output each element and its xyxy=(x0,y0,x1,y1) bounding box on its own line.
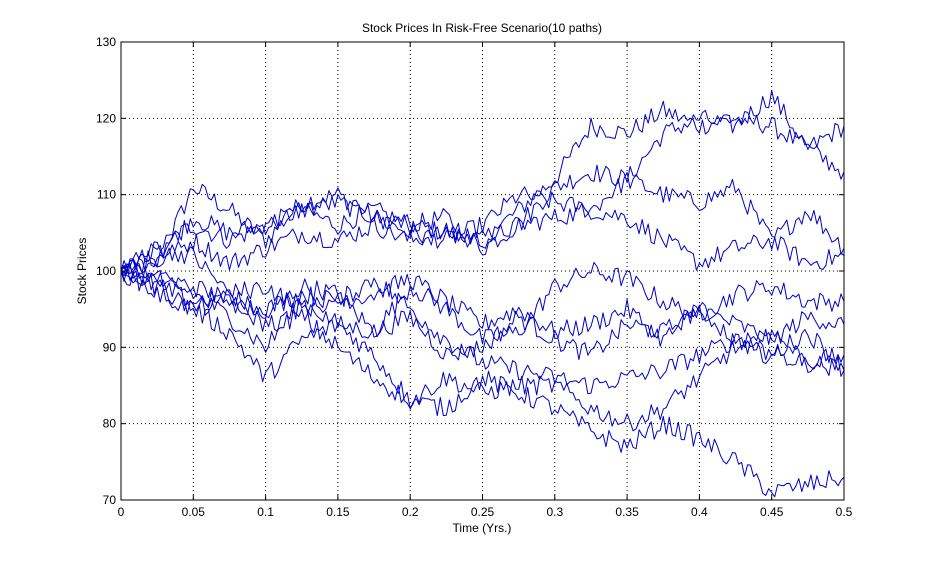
price-path-line-9 xyxy=(120,263,845,432)
y-tick-label: 100 xyxy=(96,264,116,278)
price-path-line-7 xyxy=(120,264,845,377)
x-tick-label: 0 xyxy=(118,505,125,519)
series-lines xyxy=(120,89,845,498)
price-path-line-3 xyxy=(120,172,845,272)
axis-ticks: 0 0.05 0.1 0.15 0.2 0.25 0.3 0.35 0.4 0.45 0.5 70 80… xyxy=(96,35,853,519)
x-tick-label: 0.15 xyxy=(326,505,350,519)
y-axis-label: Stock Prices xyxy=(75,238,89,305)
price-path-line-4 xyxy=(120,203,845,277)
x-tick-label: 0.45 xyxy=(760,505,784,519)
x-tick-label: 0.2 xyxy=(402,505,419,519)
y-tick-label: 120 xyxy=(96,111,116,125)
chart-title: Stock Prices In Risk-Free Scenario(10 pa… xyxy=(362,21,602,35)
y-tick-label: 80 xyxy=(103,417,117,431)
x-axis-label: Time (Yrs.) xyxy=(453,521,512,535)
price-path-line-6 xyxy=(120,263,845,347)
price-path-line-8 xyxy=(120,270,845,395)
y-tick-label: 70 xyxy=(103,493,117,507)
grid xyxy=(121,42,844,500)
price-path-line-2 xyxy=(120,89,845,272)
x-tick-label: 0.35 xyxy=(615,505,639,519)
x-tick-label: 0.5 xyxy=(836,505,853,519)
x-tick-label: 0.4 xyxy=(691,505,708,519)
x-tick-label: 0.25 xyxy=(471,505,495,519)
price-path-line-10 xyxy=(120,270,845,498)
x-tick-label: 0.05 xyxy=(182,505,206,519)
price-path-line-5 xyxy=(120,243,845,345)
y-tick-label: 130 xyxy=(96,35,116,49)
y-tick-label: 90 xyxy=(103,340,117,354)
y-tick-label: 110 xyxy=(97,188,116,202)
x-tick-label: 0.3 xyxy=(546,505,563,519)
plot-area: 0 0.05 0.1 0.15 0.2 0.25 0.3 0.35 0.4 0.45 0.5 70 80… xyxy=(96,35,853,519)
x-tick-label: 0.1 xyxy=(257,505,274,519)
